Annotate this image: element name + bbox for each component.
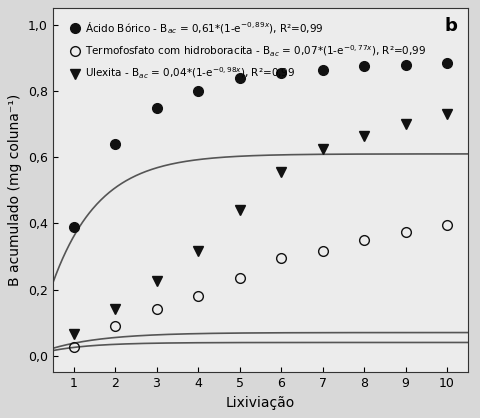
Line: Ulexita - B$_{ac}$ = 0,04*(1-e$^{-0,98x}$), R²=0,99: Ulexita - B$_{ac}$ = 0,04*(1-e$^{-0,98x}… [69,110,452,339]
Ácido Bórico - B$_{ac}$ = 0,61*(1-e$^{-0,89x}$), R²=0,99 [154,105,159,110]
Ácido Bórico - B$_{ac}$ = 0,61*(1-e$^{-0,89x}$), R²=0,99 [112,141,118,146]
Ácido Bórico - B$_{ac}$ = 0,61*(1-e$^{-0,89x}$), R²=0,99 [403,62,408,67]
Termofosfato com hidroboracita - B$_{ac}$ = 0,07*(1-e$^{-0,77x}$), R²=0,99 [195,294,201,299]
Ácido Bórico - B$_{ac}$ = 0,61*(1-e$^{-0,89x}$), R²=0,99 [71,224,76,229]
Ulexita - B$_{ac}$ = 0,04*(1-e$^{-0,98x}$), R²=0,99 [403,122,408,127]
Ulexita - B$_{ac}$ = 0,04*(1-e$^{-0,98x}$), R²=0,99 [195,249,201,254]
Termofosfato com hidroboracita - B$_{ac}$ = 0,07*(1-e$^{-0,77x}$), R²=0,99 [237,275,242,280]
Line: Termofosfato com hidroboracita - B$_{ac}$ = 0,07*(1-e$^{-0,77x}$), R²=0,99: Termofosfato com hidroboracita - B$_{ac}… [69,220,452,352]
Line: Ácido Bórico - B$_{ac}$ = 0,61*(1-e$^{-0,89x}$), R²=0,99: Ácido Bórico - B$_{ac}$ = 0,61*(1-e$^{-0… [69,58,452,232]
Termofosfato com hidroboracita - B$_{ac}$ = 0,07*(1-e$^{-0,77x}$), R²=0,99 [278,255,284,260]
Legend: Ácido Bórico - B$_{ac}$ = 0,61*(1-e$^{-0,89x}$), R²=0,99, Termofosfato com hidro: Ácido Bórico - B$_{ac}$ = 0,61*(1-e$^{-0… [66,17,430,84]
X-axis label: Lixiviação: Lixiviação [226,396,295,410]
Ácido Bórico - B$_{ac}$ = 0,61*(1-e$^{-0,89x}$), R²=0,99 [320,67,325,72]
Text: b: b [444,18,457,36]
Termofosfato com hidroboracita - B$_{ac}$ = 0,07*(1-e$^{-0,77x}$), R²=0,99 [320,249,325,254]
Ácido Bórico - B$_{ac}$ = 0,61*(1-e$^{-0,89x}$), R²=0,99 [361,64,367,69]
Termofosfato com hidroboracita - B$_{ac}$ = 0,07*(1-e$^{-0,77x}$), R²=0,99 [403,229,408,234]
Termofosfato com hidroboracita - B$_{ac}$ = 0,07*(1-e$^{-0,77x}$), R²=0,99 [154,307,159,312]
Y-axis label: B acumulado (mg coluna⁻¹): B acumulado (mg coluna⁻¹) [8,94,23,286]
Ulexita - B$_{ac}$ = 0,04*(1-e$^{-0,98x}$), R²=0,99 [154,279,159,284]
Termofosfato com hidroboracita - B$_{ac}$ = 0,07*(1-e$^{-0,77x}$), R²=0,99 [444,222,450,227]
Ulexita - B$_{ac}$ = 0,04*(1-e$^{-0,98x}$), R²=0,99 [444,112,450,117]
Ácido Bórico - B$_{ac}$ = 0,61*(1-e$^{-0,89x}$), R²=0,99 [278,70,284,75]
Ulexita - B$_{ac}$ = 0,04*(1-e$^{-0,98x}$), R²=0,99 [361,133,367,138]
Ácido Bórico - B$_{ac}$ = 0,61*(1-e$^{-0,89x}$), R²=0,99 [444,61,450,66]
Termofosfato com hidroboracita - B$_{ac}$ = 0,07*(1-e$^{-0,77x}$), R²=0,99 [361,237,367,242]
Ácido Bórico - B$_{ac}$ = 0,61*(1-e$^{-0,89x}$), R²=0,99 [195,89,201,94]
Termofosfato com hidroboracita - B$_{ac}$ = 0,07*(1-e$^{-0,77x}$), R²=0,99 [71,345,76,350]
Ulexita - B$_{ac}$ = 0,04*(1-e$^{-0,98x}$), R²=0,99 [71,332,76,337]
Ulexita - B$_{ac}$ = 0,04*(1-e$^{-0,98x}$), R²=0,99 [278,170,284,175]
Ulexita - B$_{ac}$ = 0,04*(1-e$^{-0,98x}$), R²=0,99 [237,208,242,213]
Ulexita - B$_{ac}$ = 0,04*(1-e$^{-0,98x}$), R²=0,99 [112,307,118,312]
Ácido Bórico - B$_{ac}$ = 0,61*(1-e$^{-0,89x}$), R²=0,99 [237,75,242,80]
Termofosfato com hidroboracita - B$_{ac}$ = 0,07*(1-e$^{-0,77x}$), R²=0,99 [112,324,118,329]
Ulexita - B$_{ac}$ = 0,04*(1-e$^{-0,98x}$), R²=0,99 [320,146,325,151]
